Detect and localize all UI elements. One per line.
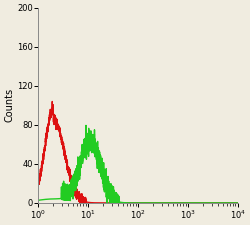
Y-axis label: Counts: Counts bbox=[4, 88, 14, 122]
